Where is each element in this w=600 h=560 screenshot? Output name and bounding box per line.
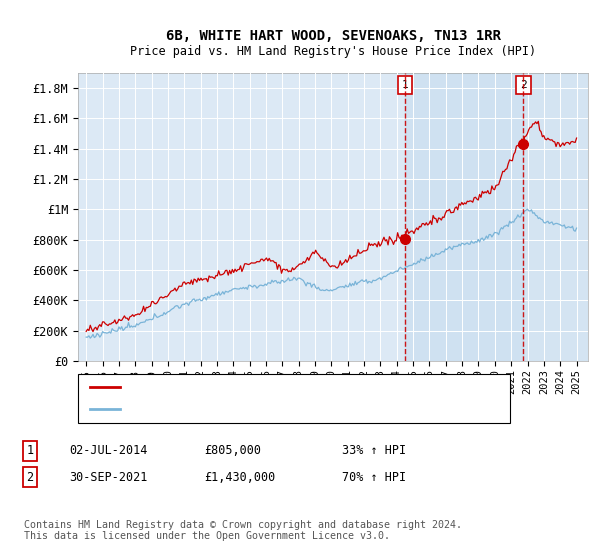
Text: 1: 1: [401, 80, 408, 90]
Text: 33% ↑ HPI: 33% ↑ HPI: [342, 444, 406, 458]
Text: 6B, WHITE HART WOOD, SEVENOAKS, TN13 1RR (detached house): 6B, WHITE HART WOOD, SEVENOAKS, TN13 1RR…: [129, 382, 514, 393]
Text: 2: 2: [520, 80, 527, 90]
Text: 02-JUL-2014: 02-JUL-2014: [69, 444, 148, 458]
Text: £1,430,000: £1,430,000: [204, 470, 275, 484]
Text: Price paid vs. HM Land Registry's House Price Index (HPI): Price paid vs. HM Land Registry's House …: [130, 45, 536, 58]
Bar: [523, 73, 588, 361]
Text: 6B, WHITE HART WOOD, SEVENOAKS, TN13 1RR: 6B, WHITE HART WOOD, SEVENOAKS, TN13 1RR: [166, 29, 500, 44]
Text: HPI: Average price, detached house, Sevenoaks: HPI: Average price, detached house, Seve…: [129, 404, 433, 414]
Text: Contains HM Land Registry data © Crown copyright and database right 2024.
This d: Contains HM Land Registry data © Crown c…: [24, 520, 462, 542]
Text: 70% ↑ HPI: 70% ↑ HPI: [342, 470, 406, 484]
Bar: [405, 73, 523, 361]
Text: 2: 2: [26, 470, 34, 484]
Text: 30-SEP-2021: 30-SEP-2021: [69, 470, 148, 484]
Text: 1: 1: [26, 444, 34, 458]
Text: £805,000: £805,000: [204, 444, 261, 458]
